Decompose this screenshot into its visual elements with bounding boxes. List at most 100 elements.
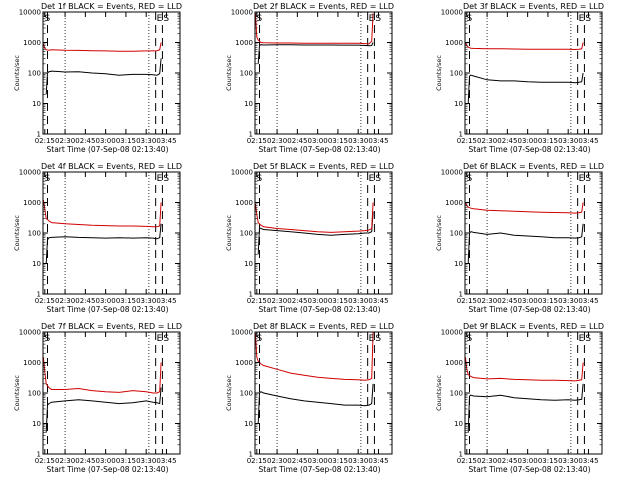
x-tick-label: 03:00 <box>96 297 116 305</box>
y-tick-label: 10 <box>32 260 41 268</box>
x-tick-label: 02:45 <box>75 137 95 145</box>
y-tick-label: 10 <box>32 420 41 428</box>
y-tick-label: 1000 <box>445 199 463 207</box>
panel-title: Det 7f BLACK = Events, RED = LLD <box>41 322 182 331</box>
y-tick-label: 1 <box>249 291 253 299</box>
y-tick-label: 100 <box>240 230 253 238</box>
y-tick-label: 10 <box>454 100 463 108</box>
x-tick-label: 03:45 <box>578 457 598 465</box>
panel-det-7: Det 7f BLACK = Events, RED = LLD 1 10 100 10… <box>13 322 182 474</box>
y-axis-label: Counts/sec <box>13 375 21 411</box>
y-tick-label: 10000 <box>231 9 253 17</box>
x-tick-label: 02:15 <box>247 457 267 465</box>
x-axis-label: Start Time (07-Sep-08 02:13:40) <box>259 145 381 154</box>
y-tick-label: 1 <box>249 451 253 459</box>
x-tick-label: 02:45 <box>287 297 307 305</box>
series-line-events <box>257 211 374 255</box>
marker-s: S <box>44 174 50 184</box>
y-tick-label: 1 <box>459 291 463 299</box>
x-tick-label: 02:30 <box>477 457 497 465</box>
panel-det-4: Det 4f BLACK = Events, RED = LLD 1 10 100 10… <box>13 162 182 314</box>
x-tick-label: 03:00 <box>308 137 328 145</box>
x-tick-label: 03:15 <box>328 297 348 305</box>
y-tick-label: 100 <box>28 230 41 238</box>
x-tick-label: 03:15 <box>116 137 136 145</box>
panel-title: Det 8f BLACK = Events, RED = LLD <box>253 322 394 331</box>
x-tick-label: 03:00 <box>96 137 116 145</box>
series-line-events <box>467 72 584 104</box>
x-tick-label: 03:30 <box>558 137 578 145</box>
panel-title: Det 2f BLACK = Events, RED = LLD <box>253 2 394 11</box>
x-tick-label: 03:15 <box>328 457 348 465</box>
x-axis-label: Start Time (07-Sep-08 02:13:40) <box>259 465 381 474</box>
series-line-lld <box>42 42 162 52</box>
marker-e: E <box>369 14 375 24</box>
plot-frame <box>254 331 393 455</box>
x-tick-label: 03:30 <box>348 457 368 465</box>
y-tick-label: 10 <box>454 420 463 428</box>
plot-frame <box>254 171 393 295</box>
x-tick-label: 02:45 <box>75 297 95 305</box>
y-tick-label: 10000 <box>441 9 463 17</box>
x-tick-label: 03:00 <box>308 457 328 465</box>
y-tick-label: 1 <box>37 131 41 139</box>
marker-e: E <box>579 14 585 24</box>
x-tick-label: 02:45 <box>497 457 517 465</box>
y-axis-label: Counts/sec <box>13 55 21 91</box>
marker-s: S <box>375 174 381 184</box>
panel-det-2: Det 2f BLACK = Events, RED = LLD 1 10 100 10… <box>225 2 394 154</box>
y-tick-label: 1000 <box>23 359 41 367</box>
x-tick-label: 02:45 <box>287 137 307 145</box>
x-tick-label: 03:00 <box>518 457 538 465</box>
y-tick-label: 10000 <box>441 169 463 177</box>
x-axis-label: Start Time (07-Sep-08 02:13:40) <box>259 305 381 314</box>
panel-det-3: Det 3f BLACK = Events, RED = LLD 1 10 100 10… <box>435 2 604 154</box>
panel-title: Det 1f BLACK = Events, RED = LLD <box>41 2 182 11</box>
marker-s: S <box>44 14 50 24</box>
y-tick-label: 1 <box>37 291 41 299</box>
y-tick-label: 1 <box>37 451 41 459</box>
y-tick-label: 100 <box>450 230 463 238</box>
x-axis-label: Start Time (07-Sep-08 02:13:40) <box>47 145 169 154</box>
plot-frame <box>254 11 393 135</box>
x-tick-label: 02:15 <box>457 457 477 465</box>
marker-s: S <box>163 14 169 24</box>
y-tick-label: 10000 <box>231 169 253 177</box>
marker-s: S <box>585 14 591 24</box>
x-tick-label: 02:45 <box>497 137 517 145</box>
plot-frame <box>464 171 603 295</box>
series-line-events <box>45 387 162 433</box>
x-tick-label: 03:45 <box>578 137 598 145</box>
x-tick-label: 03:00 <box>308 297 328 305</box>
panel-title: Det 4f BLACK = Events, RED = LLD <box>41 162 182 171</box>
plot-frame <box>464 11 603 135</box>
y-tick-label: 10000 <box>231 329 253 337</box>
marker-e: E <box>157 174 163 184</box>
x-tick-label: 03:15 <box>538 297 558 305</box>
y-tick-label: 100 <box>28 390 41 398</box>
x-tick-label: 02:30 <box>477 297 497 305</box>
x-tick-label: 03:30 <box>136 137 156 145</box>
plot-frame <box>464 331 603 455</box>
y-tick-label: 10 <box>244 100 253 108</box>
x-tick-label: 03:15 <box>538 457 558 465</box>
x-tick-label: 02:30 <box>477 137 497 145</box>
y-tick-label: 1000 <box>235 39 253 47</box>
y-tick-label: 1000 <box>445 359 463 367</box>
panel-det-1: Det 1f BLACK = Events, RED = LLD 1 10 100 10… <box>13 2 182 154</box>
x-tick-label: 02:30 <box>55 137 75 145</box>
marker-e: E <box>157 334 163 344</box>
x-tick-label: 02:30 <box>267 457 287 465</box>
x-tick-label: 02:15 <box>247 297 267 305</box>
marker-s: S <box>585 334 591 344</box>
y-axis-label: Counts/sec <box>225 375 233 411</box>
x-tick-label: 02:15 <box>457 137 477 145</box>
x-tick-label: 02:15 <box>35 297 55 305</box>
x-tick-label: 03:45 <box>368 457 388 465</box>
x-axis-label: Start Time (07-Sep-08 02:13:40) <box>469 145 591 154</box>
series-line-lld <box>464 357 584 382</box>
x-tick-label: 03:00 <box>96 457 116 465</box>
panel-det-5: Det 5f BLACK = Events, RED = LLD 1 10 100 10… <box>225 162 394 314</box>
series-line-lld <box>464 202 584 214</box>
y-tick-label: 10000 <box>19 9 41 17</box>
